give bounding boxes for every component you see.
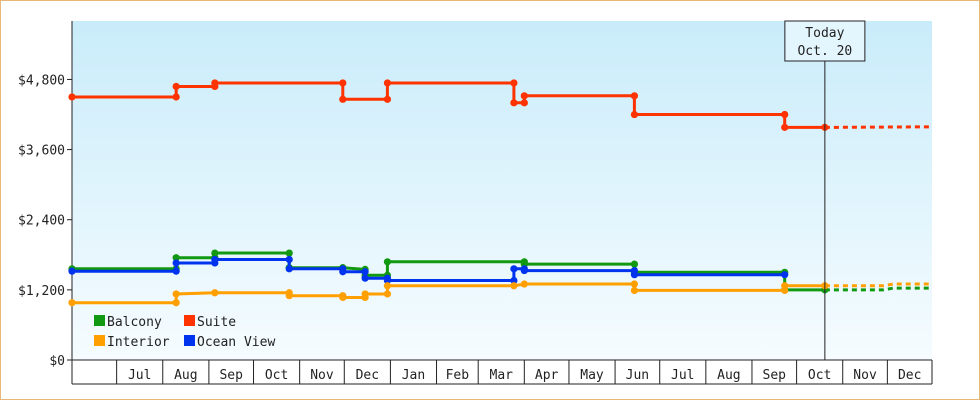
data-point[interactable] bbox=[339, 268, 347, 276]
legend-swatch bbox=[184, 315, 195, 326]
legend-label: Interior bbox=[107, 335, 170, 350]
y-tick-label: $0 bbox=[49, 354, 65, 369]
today-date-label: Oct. 20 bbox=[797, 44, 852, 59]
legend-swatch bbox=[94, 335, 105, 346]
data-point[interactable] bbox=[510, 282, 518, 290]
legend: Balcony Suite Interior Ocean View bbox=[94, 315, 275, 350]
data-point[interactable] bbox=[520, 99, 528, 107]
data-point[interactable] bbox=[520, 280, 528, 288]
x-tick-label: Nov bbox=[310, 368, 334, 383]
series-ocean-view bbox=[68, 255, 789, 285]
x-tick-label: Jan bbox=[402, 368, 425, 383]
series-line bbox=[72, 81, 825, 129]
x-tick-label: Mar bbox=[490, 368, 514, 383]
data-point[interactable] bbox=[339, 293, 347, 302]
data-point[interactable] bbox=[285, 265, 293, 273]
data-point[interactable] bbox=[68, 267, 76, 275]
data-point[interactable] bbox=[211, 249, 219, 257]
x-tick-label: May bbox=[580, 368, 604, 383]
x-tick-label: Jul bbox=[128, 368, 151, 383]
x-tick-label: Aug bbox=[717, 368, 740, 383]
today-label: Today bbox=[805, 26, 844, 41]
y-tick-label: $2,400 bbox=[18, 214, 65, 229]
x-tick-label: Sep bbox=[763, 368, 787, 383]
series-forecast-line bbox=[824, 282, 932, 288]
data-point[interactable] bbox=[285, 249, 293, 257]
data-point[interactable] bbox=[510, 276, 518, 285]
data-point[interactable] bbox=[630, 260, 639, 268]
data-point[interactable] bbox=[383, 79, 392, 87]
data-point[interactable] bbox=[383, 290, 392, 298]
plot-area bbox=[72, 21, 932, 360]
data-point[interactable] bbox=[630, 92, 639, 100]
data-point[interactable] bbox=[383, 95, 392, 103]
data-point[interactable] bbox=[630, 110, 639, 119]
data-point[interactable] bbox=[211, 79, 219, 87]
data-point[interactable] bbox=[172, 259, 180, 267]
data-point[interactable] bbox=[510, 99, 518, 107]
data-point[interactable] bbox=[383, 258, 392, 266]
legend-swatch bbox=[184, 335, 195, 346]
data-point[interactable] bbox=[339, 95, 347, 103]
data-point[interactable] bbox=[510, 79, 518, 87]
y-tick-label: $3,600 bbox=[18, 144, 65, 159]
data-point[interactable] bbox=[211, 289, 219, 297]
data-point[interactable] bbox=[520, 266, 528, 275]
legend-label: Suite bbox=[197, 315, 236, 330]
x-tick-label: Dec bbox=[356, 368, 379, 383]
data-point[interactable] bbox=[383, 276, 392, 285]
x-tick-label: Apr bbox=[535, 368, 559, 383]
x-tick-label: Oct bbox=[808, 368, 831, 383]
data-point[interactable] bbox=[630, 271, 639, 279]
data-point[interactable] bbox=[172, 93, 180, 101]
legend-label: Balcony bbox=[107, 315, 162, 330]
series-interior bbox=[68, 280, 932, 307]
x-tick-label: Dec bbox=[898, 368, 921, 383]
data-point[interactable] bbox=[361, 268, 369, 276]
data-point[interactable] bbox=[361, 290, 369, 298]
x-tick-label: Aug bbox=[174, 368, 197, 383]
x-tick-label: Jun bbox=[626, 368, 649, 383]
data-point[interactable] bbox=[285, 292, 293, 300]
data-point[interactable] bbox=[781, 271, 789, 279]
legend-swatch bbox=[94, 315, 105, 326]
x-tick-label: Sep bbox=[219, 368, 243, 383]
series-forecast-line bbox=[824, 286, 932, 292]
data-point[interactable] bbox=[172, 290, 180, 298]
data-point[interactable] bbox=[510, 265, 518, 273]
series-suite bbox=[68, 79, 933, 131]
y-tick-label: $1,200 bbox=[18, 284, 65, 299]
x-tick-label: Feb bbox=[446, 368, 470, 383]
legend-label: Ocean View bbox=[197, 335, 275, 350]
data-point[interactable] bbox=[285, 255, 293, 264]
data-point[interactable] bbox=[172, 254, 180, 262]
data-point[interactable] bbox=[339, 79, 347, 87]
data-point[interactable] bbox=[383, 282, 392, 290]
data-point[interactable] bbox=[211, 255, 219, 264]
data-point[interactable] bbox=[781, 123, 789, 131]
y-tick-label: $4,800 bbox=[18, 73, 65, 88]
data-point[interactable] bbox=[68, 93, 76, 101]
data-point[interactable] bbox=[172, 82, 180, 91]
data-point[interactable] bbox=[172, 299, 180, 307]
data-point[interactable] bbox=[172, 267, 180, 275]
data-point[interactable] bbox=[630, 280, 639, 288]
data-point[interactable] bbox=[68, 299, 76, 307]
x-tick-label: Oct bbox=[265, 368, 288, 383]
data-point[interactable] bbox=[630, 286, 639, 295]
data-point[interactable] bbox=[781, 110, 789, 119]
data-point[interactable] bbox=[781, 282, 789, 290]
today-callout bbox=[784, 20, 866, 62]
x-tick-label: Nov bbox=[853, 368, 877, 383]
x-tick-label: Jul bbox=[671, 368, 694, 383]
data-point[interactable] bbox=[361, 274, 369, 282]
data-point[interactable] bbox=[520, 92, 528, 100]
